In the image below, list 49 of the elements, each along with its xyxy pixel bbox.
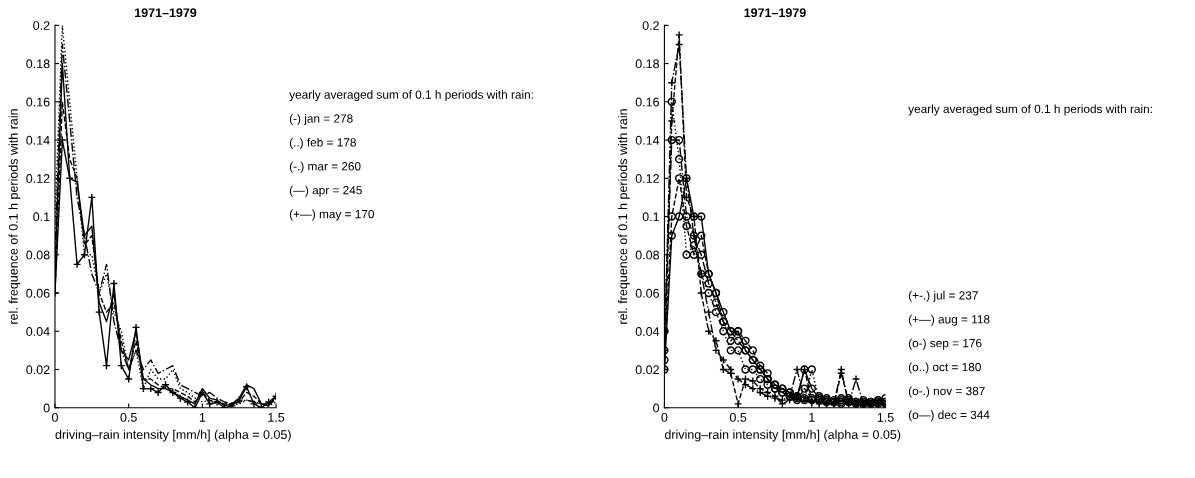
text: (+—) aug = 118 [908, 314, 990, 326]
x-tick-label: 1 [809, 413, 815, 422]
y-tick-label: 0.1 [33, 212, 50, 222]
y-tick-label: 0.02 [26, 365, 50, 375]
y-tick-label: 0.16 [635, 97, 660, 107]
y-axis-title: rel. frequence of 0.1 h periods with rain [618, 109, 630, 324]
y-tick-label: 0.06 [635, 288, 660, 298]
x-axis-title: driving–rain intensity [mm/h] (alpha = 0.05) [55, 429, 291, 442]
y-tick-label: 0.14 [26, 135, 50, 145]
y-tick-label: 0.16 [26, 97, 50, 107]
y-tick-label: 0.18 [635, 59, 660, 69]
x-tick-label: 0.5 [120, 412, 137, 422]
text: (o..) oct = 180 [908, 362, 981, 374]
y-tick-label: 0 [653, 403, 660, 413]
y-tick-label: 0 [43, 403, 50, 413]
text: (o-) sep = 176 [908, 338, 982, 350]
text: (..) feb = 178 [289, 137, 356, 149]
y-tick-label: 0.1 [642, 212, 659, 222]
y-tick-label: 0.06 [26, 288, 50, 298]
text: (+-.) jul = 237 [908, 290, 978, 302]
x-axis-title: driving–rain intensity [mm/h] (alpha = 0.05) [664, 429, 901, 442]
x-tick-label: 1.5 [877, 413, 894, 422]
y-tick-label: 0.2 [642, 21, 659, 30]
y-tick-label: 0.04 [635, 327, 660, 336]
y-tick-label: 0.12 [26, 174, 50, 183]
x-tick-label: 0.5 [729, 412, 747, 422]
text: (o-.) nov = 387 [908, 386, 985, 398]
text: (-.) mar = 260 [289, 161, 361, 173]
chart-title: 1971–1979 [135, 8, 197, 18]
y-tick-label: 0.02 [635, 365, 659, 375]
x-tick-label: 0 [661, 412, 668, 422]
x-tick-label: 0 [51, 412, 58, 422]
y-tick-label: 0.14 [635, 135, 660, 145]
text: (o—) dec = 344 [908, 410, 990, 422]
y-tick-label: 0.12 [635, 174, 659, 183]
text: yearly averaged sum of 0.1 h periods with rain: [289, 90, 533, 102]
text: yearly averaged sum of 0.1 h periods with rain: [908, 104, 1152, 116]
text: (-) jan = 278 [289, 114, 353, 125]
y-axis-title: rel. frequence of 0.1 h periods with rain [8, 109, 21, 324]
x-tick-label: 1.5 [268, 413, 285, 422]
chart-title: 1971–1979 [744, 8, 806, 18]
y-tick-label: 0.18 [26, 59, 50, 69]
x-tick-label: 1 [199, 413, 206, 422]
text: (—) apr = 245 [289, 185, 362, 197]
y-tick-label: 0.04 [26, 327, 50, 336]
y-tick-label: 0.2 [33, 21, 50, 30]
y-tick-label: 0.08 [635, 250, 660, 260]
y-tick-label: 0.08 [26, 250, 50, 260]
text: (+—) may = 170 [289, 209, 375, 221]
